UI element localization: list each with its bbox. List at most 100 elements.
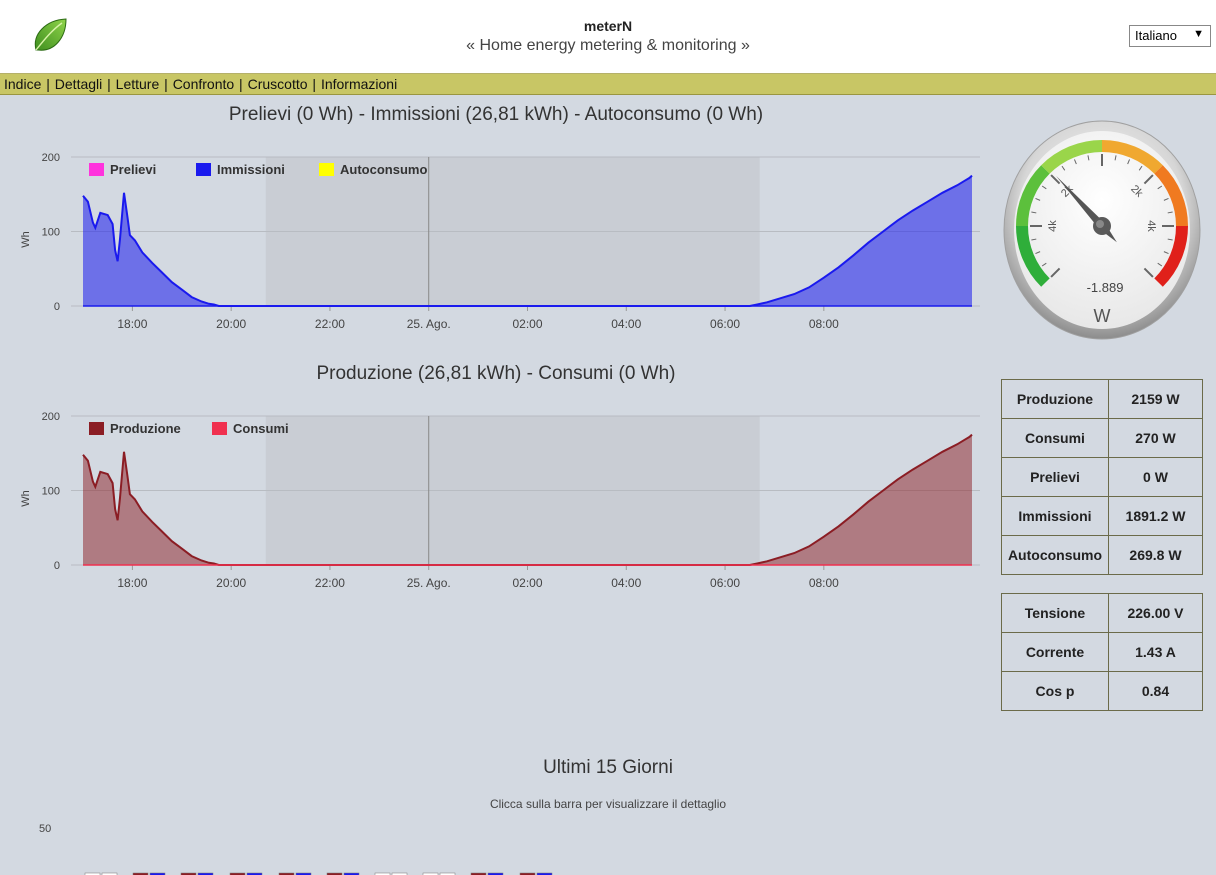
- app-title: meterN: [583, 18, 633, 34]
- gauge-band: [1154, 165, 1188, 227]
- legend-swatch: [89, 163, 104, 176]
- nav-item-letture[interactable]: Letture: [115, 76, 160, 92]
- gauge-tick: [1061, 165, 1066, 171]
- gauge-hub-highlight: [1096, 220, 1104, 228]
- history-bar: [229, 872, 246, 875]
- y-tick-label: 0: [54, 301, 60, 313]
- series-line: [82, 433, 973, 566]
- series-line: [82, 174, 973, 307]
- x-tick-label: 25. Ago.: [407, 317, 451, 331]
- nav-separator: |: [308, 76, 320, 92]
- table-row: Prelievi 0 W: [1001, 457, 1203, 497]
- stat-label: Prelievi: [1001, 457, 1109, 497]
- x-tick-label: 20:00: [216, 576, 246, 590]
- y-tick-label: 100: [42, 227, 60, 239]
- stat-value: 0.84: [1108, 671, 1203, 711]
- electrical-stats-table: Tensione 226.00 V Corrente 1.43 A Cos p 0.8…: [1001, 593, 1203, 711]
- legend-label: Immissioni: [217, 162, 285, 177]
- gauge-value: -1.889: [1087, 280, 1124, 295]
- history-title: Ultimi 15 Giorni: [543, 757, 673, 778]
- app-subtitle: « Home energy metering & monitoring »: [466, 37, 750, 54]
- gauge-tick: [1143, 174, 1154, 185]
- table-row: Produzione 2159 W: [1001, 379, 1203, 419]
- stat-label: Corrente: [1001, 632, 1109, 672]
- history-bar: [422, 872, 439, 875]
- gauge-tick: [1167, 238, 1173, 241]
- nav-item-cruscotto[interactable]: Cruscotto: [247, 76, 308, 92]
- table-row: Consumi 270 W: [1001, 418, 1203, 458]
- gauge-band: [1154, 225, 1188, 287]
- gauge-tick: [1073, 159, 1077, 165]
- gauge-tick: [1127, 159, 1131, 165]
- legend-label: Prelievi: [110, 162, 156, 177]
- history-y-tick: 50: [39, 823, 52, 835]
- main-nav: Indice | Dettagli | Letture | Confronto …: [0, 74, 1216, 95]
- gauge-tick: [1031, 211, 1037, 214]
- nav-separator: |: [160, 76, 172, 92]
- history-bar: [180, 872, 197, 875]
- table-row: Autoconsumo 269.8 W: [1001, 535, 1203, 575]
- y-tick-label: 200: [42, 152, 60, 164]
- history-bar: [519, 872, 536, 875]
- legend-label: Consumi: [233, 421, 289, 436]
- history-bar: [101, 872, 118, 875]
- history-bar: [84, 872, 101, 875]
- table-row: Tensione 226.00 V: [1001, 593, 1203, 633]
- nav-item-indice[interactable]: Indice: [4, 76, 42, 92]
- x-tick-label: 25. Ago.: [407, 576, 451, 590]
- history-bar: [439, 872, 456, 875]
- energy-charts: 0 100 200 Wh 18:00 20:00 22:00 25. Ago. 02:00 04:…: [20, 152, 980, 590]
- history-bar: [374, 872, 391, 875]
- table-row: Cos p 0.84: [1001, 671, 1203, 711]
- gauge-tick: [1087, 155, 1090, 161]
- nav-separator: |: [42, 76, 54, 92]
- stat-value: 226.00 V: [1108, 593, 1203, 633]
- history-bar: [391, 872, 408, 875]
- nav-item-dettagli[interactable]: Dettagli: [54, 76, 103, 92]
- gauge-tick: [1050, 174, 1061, 185]
- history-bar: [326, 872, 343, 875]
- header: meterN « Home energy metering & monitori…: [0, 0, 1216, 74]
- y-axis-label: Wh: [20, 490, 32, 507]
- nav-item-confronto[interactable]: Confronto: [172, 76, 235, 92]
- gauge-tick: [1138, 165, 1143, 171]
- gauge-tick: [1050, 267, 1061, 278]
- nav-separator: |: [103, 76, 115, 92]
- stat-label: Cos p: [1001, 671, 1109, 711]
- stat-label: Autoconsumo: [1001, 535, 1109, 575]
- gauge-tick: [1031, 238, 1037, 241]
- gauge-band: [1041, 140, 1103, 174]
- stat-label: Tensione: [1001, 593, 1109, 633]
- legend-swatch: [196, 163, 211, 176]
- history-bar: [343, 872, 360, 875]
- legend-swatch: [89, 422, 104, 435]
- y-tick-label: 0: [54, 560, 60, 572]
- x-tick-label: 08:00: [809, 576, 839, 590]
- x-tick-label: 06:00: [710, 317, 740, 331]
- stat-label: Produzione: [1001, 379, 1109, 419]
- table-row: Corrente 1.43 A: [1001, 632, 1203, 672]
- gauge-band: [1016, 165, 1050, 227]
- gauge-tick: [1035, 251, 1041, 255]
- language-select[interactable]: Italiano ▼: [1129, 25, 1211, 47]
- chart1-title: Prelievi (0 Wh) - Immissioni (26,81 kWh)…: [228, 104, 764, 125]
- gauge-tick: [1143, 267, 1154, 278]
- history-bar: [487, 872, 504, 875]
- nav-item-informazioni[interactable]: Informazioni: [320, 76, 398, 92]
- x-tick-label: 02:00: [512, 576, 542, 590]
- gauge-label: 4k: [1047, 220, 1059, 232]
- x-tick-label: 02:00: [512, 317, 542, 331]
- y-tick-label: 100: [42, 486, 60, 498]
- history-bar: [278, 872, 295, 875]
- history-bar: [246, 872, 263, 875]
- history-bar: [149, 872, 166, 875]
- legend-swatch: [319, 163, 334, 176]
- y-axis-label: Wh: [20, 231, 32, 248]
- leaf-logo-icon: [34, 18, 67, 51]
- x-tick-label: 18:00: [117, 317, 147, 331]
- legend-swatch: [212, 422, 227, 435]
- history-bar: [197, 872, 214, 875]
- history-bar-chart: [84, 872, 553, 875]
- stat-value: 269.8 W: [1108, 535, 1203, 575]
